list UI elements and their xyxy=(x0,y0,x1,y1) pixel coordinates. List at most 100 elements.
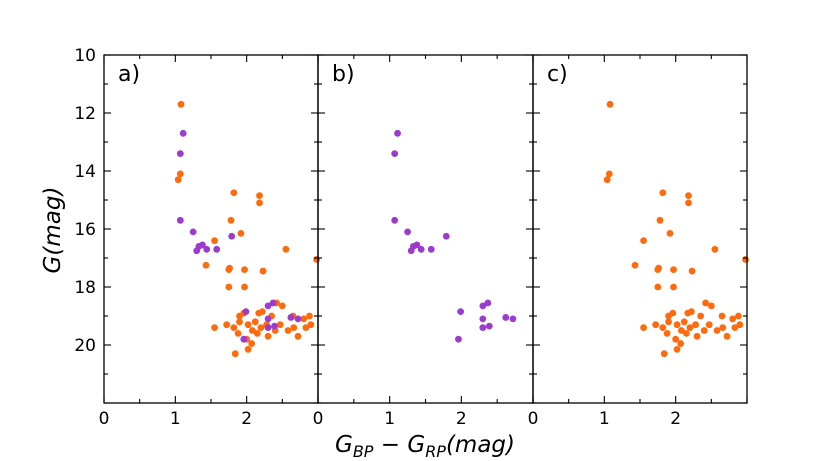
data-point-purple xyxy=(502,314,510,321)
x-tick-label: 0 xyxy=(313,409,324,429)
x-axis-title-part: (mag) xyxy=(446,432,515,458)
data-point-orange xyxy=(284,327,292,334)
y-axis-title: G(mag) xyxy=(40,187,66,274)
data-point-orange xyxy=(697,312,705,320)
data-point-orange xyxy=(652,321,660,329)
data-point-orange xyxy=(605,170,613,178)
data-point-orange xyxy=(660,350,668,358)
data-point-orange xyxy=(603,176,611,184)
data-point-purple xyxy=(484,299,492,307)
x-tick-label: 2 xyxy=(241,409,252,429)
data-point-orange xyxy=(680,318,688,326)
data-point-purple xyxy=(509,315,517,323)
data-point-orange xyxy=(202,261,210,269)
x-axis-title: GBP − GRP(mag) xyxy=(335,432,515,461)
y-tick-label: 12 xyxy=(74,104,96,124)
data-point-purple xyxy=(242,308,250,316)
data-point-orange xyxy=(226,264,233,272)
data-point-purple xyxy=(213,245,221,253)
data-point-purple xyxy=(455,335,462,343)
data-point-orange xyxy=(640,324,647,331)
data-point-orange xyxy=(253,330,261,337)
data-point-orange xyxy=(731,324,739,331)
data-point-orange xyxy=(669,309,677,317)
y-tick-label: 14 xyxy=(74,162,96,182)
data-point-orange xyxy=(177,100,185,108)
data-point-orange xyxy=(707,302,715,310)
data-point-orange xyxy=(723,332,731,340)
panel-2: 0 1 2 b) xyxy=(313,54,534,429)
data-point-orange xyxy=(234,330,242,337)
data-point-orange xyxy=(258,308,266,316)
data-point-orange xyxy=(225,283,233,291)
data-point-orange xyxy=(251,318,259,326)
data-point-orange xyxy=(227,216,235,224)
y-tick-label: 20 xyxy=(74,336,96,356)
y-tick-label: 10 xyxy=(74,46,96,66)
data-point-orange xyxy=(248,340,256,347)
data-point-orange xyxy=(685,192,692,200)
data-point-orange xyxy=(257,324,265,331)
data-point-orange xyxy=(670,283,677,291)
data-point-purple xyxy=(176,150,184,158)
data-point-orange xyxy=(687,308,695,316)
x-tick-label: 1 xyxy=(170,409,181,429)
data-point-orange xyxy=(729,315,737,323)
data-point-orange xyxy=(290,324,298,331)
data-point-orange xyxy=(686,324,694,331)
data-point-purple xyxy=(199,241,206,249)
data-point-orange xyxy=(244,345,252,353)
data-point-purple xyxy=(404,228,411,236)
data-point-orange xyxy=(231,350,239,358)
data-point-orange xyxy=(306,312,313,320)
data-point-orange xyxy=(677,327,685,334)
data-point-orange xyxy=(313,256,320,263)
data-point-orange xyxy=(670,266,677,273)
data-point-purple xyxy=(457,308,465,316)
data-point-orange xyxy=(713,327,721,334)
data-point-orange xyxy=(672,335,680,343)
data-point-purple xyxy=(264,324,272,331)
y-tick-label: 16 xyxy=(74,220,96,240)
panel-label: a) xyxy=(118,62,140,87)
data-point-orange xyxy=(606,100,614,108)
data-point-orange xyxy=(735,312,742,320)
panel-label: b) xyxy=(332,62,355,87)
data-point-purple xyxy=(479,315,487,323)
data-point-purple xyxy=(407,247,415,255)
panel-frame xyxy=(317,54,534,404)
data-point-orange xyxy=(665,318,672,326)
x-tick-label: 2 xyxy=(456,409,467,429)
data-point-orange xyxy=(656,216,664,224)
data-point-orange xyxy=(718,312,726,320)
data-point-orange xyxy=(244,321,252,329)
data-point-purple xyxy=(203,245,211,253)
data-point-orange xyxy=(237,229,245,237)
data-point-orange xyxy=(666,229,674,237)
data-point-orange xyxy=(278,302,286,310)
data-point-purple xyxy=(228,232,236,240)
data-point-purple xyxy=(269,299,277,307)
data-point-orange xyxy=(692,321,700,329)
data-point-purple xyxy=(485,322,493,330)
data-point-orange xyxy=(663,330,671,337)
data-point-purple xyxy=(479,302,487,310)
data-point-purple xyxy=(479,324,487,331)
x-axis-title-part: G xyxy=(335,432,353,458)
data-point-purple xyxy=(391,150,399,158)
x-axis-title-part: − xyxy=(373,432,407,458)
x-axis-title-subscript: BP xyxy=(353,442,374,461)
data-point-purple xyxy=(189,228,197,236)
data-point-orange xyxy=(248,327,256,334)
data-point-orange xyxy=(256,192,263,200)
data-point-purple xyxy=(394,129,401,137)
data-point-orange xyxy=(655,264,662,272)
data-point-orange xyxy=(688,267,696,275)
data-point-orange xyxy=(236,318,243,326)
data-point-orange xyxy=(705,321,713,329)
data-point-orange xyxy=(719,324,727,331)
data-point-orange xyxy=(223,321,231,329)
